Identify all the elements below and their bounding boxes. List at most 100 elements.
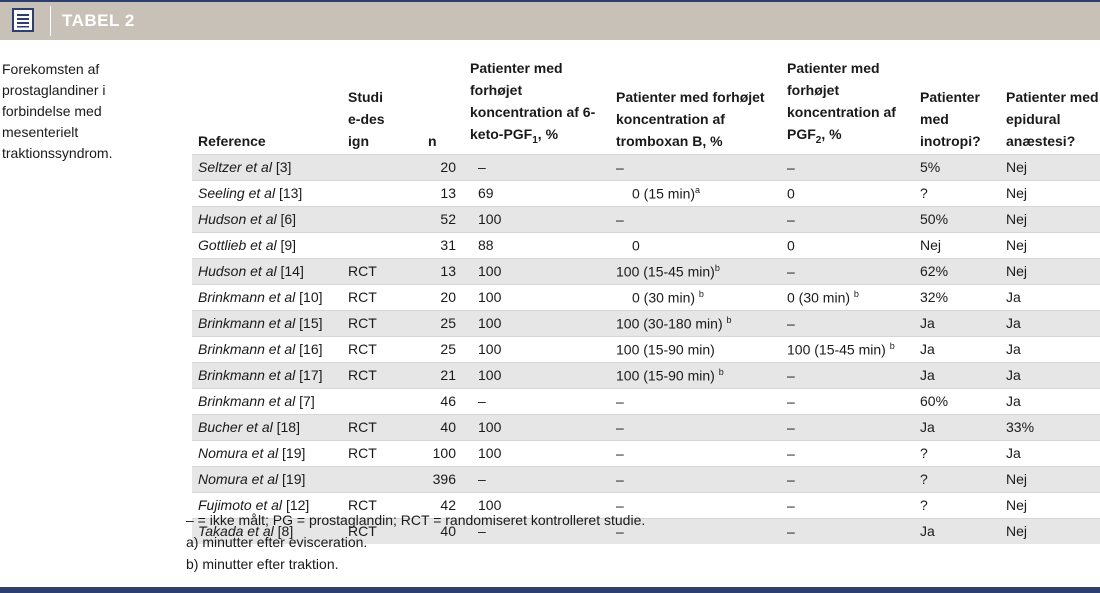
cell-tromboxan: 100 (15-45 min)b — [610, 257, 781, 285]
cell-epidural: 33% — [1000, 413, 1100, 441]
cell-pgf: – — [781, 387, 914, 415]
table-title: TABEL 2 — [62, 11, 135, 30]
cell-design: RCT — [342, 413, 398, 441]
cell-design: RCT — [342, 361, 398, 389]
tromboxan-value: 100 (15-90 min) — [616, 367, 719, 384]
table-row: Gottlieb et al [9] 31 88 0 0 Nej Nej — [192, 231, 1100, 259]
cell-design: RCT — [342, 491, 398, 519]
table-icon — [12, 8, 34, 32]
cell-n: 42 — [398, 491, 464, 519]
cell-tromboxan: 0 — [610, 231, 781, 259]
reference-authors: Nomura et al — [198, 445, 279, 462]
cell-epidural: Nej — [1000, 205, 1100, 233]
cell-keto: 100 — [464, 205, 610, 233]
reference-authors: Brinkmann et al — [198, 289, 296, 306]
pgf-value: – — [787, 419, 795, 436]
cell-tromboxan: 100 (30-180 min) b — [610, 309, 781, 337]
cell-inotropi: Ja — [914, 413, 1000, 441]
cell-inotropi: 62% — [914, 257, 1000, 285]
cell-tromboxan: – — [610, 465, 781, 493]
cell-epidural: Nej — [1000, 465, 1100, 493]
reference-authors: Fujimoto et al — [198, 497, 283, 514]
pgf-value: 0 (30 min) — [787, 289, 854, 306]
cell-inotropi: ? — [914, 179, 1000, 207]
cell-pgf: – — [781, 257, 914, 285]
cell-n: 13 — [398, 179, 464, 207]
cell-pgf: – — [781, 413, 914, 441]
reference-authors: Hudson et al — [198, 211, 277, 228]
col-pgf-sub: 2 — [815, 134, 822, 146]
cell-keto: 69 — [464, 179, 610, 207]
cell-inotropi: Ja — [914, 517, 1000, 544]
tromboxan-footnote: b — [718, 366, 724, 377]
reference-citation: [15] — [299, 315, 323, 332]
cell-design — [342, 231, 398, 259]
cell-pgf: 0 (30 min) b — [781, 283, 914, 311]
pgf-footnote: b — [853, 288, 859, 299]
tromboxan-value: 100 (15-90 min) — [616, 341, 715, 358]
cell-tromboxan: – — [610, 153, 781, 181]
cell-design: RCT — [342, 309, 398, 337]
cell-reference: Hudson et al [14] — [192, 257, 342, 285]
col-reference: Reference — [198, 132, 266, 149]
header-divider — [50, 6, 51, 36]
tromboxan-value: – — [616, 393, 624, 410]
cell-inotropi: Ja — [914, 309, 1000, 337]
cell-pgf: – — [781, 517, 914, 544]
cell-pgf: – — [781, 465, 914, 493]
col-pgf-label: Patienter med forhøjet koncentration af … — [787, 60, 896, 142]
cell-reference: Brinkmann et al [17] — [192, 361, 342, 389]
cell-n: 25 — [398, 309, 464, 337]
cell-n: 20 — [398, 283, 464, 311]
pgf-value: 100 (15-45 min) — [787, 341, 890, 358]
table-row: Brinkmann et al [16] RCT 25 100 100 (15-90 m… — [192, 335, 1100, 363]
pgf-value: – — [787, 393, 795, 410]
pgf-value: – — [787, 159, 795, 176]
reference-authors: Brinkmann et al — [198, 315, 296, 332]
cell-design — [342, 387, 398, 415]
cell-inotropi: Ja — [914, 361, 1000, 389]
tromboxan-footnote: b — [714, 262, 720, 273]
cell-pgf: – — [781, 491, 914, 519]
cell-pgf: – — [781, 153, 914, 181]
cell-keto: 100 — [464, 361, 610, 389]
reference-citation: [9] — [280, 237, 297, 254]
cell-keto: 100 — [464, 283, 610, 311]
cell-inotropi: ? — [914, 465, 1000, 493]
tromboxan-value: – — [616, 159, 624, 176]
cell-epidural: Nej — [1000, 491, 1100, 519]
cell-epidural: Nej — [1000, 257, 1100, 285]
cell-tromboxan: – — [610, 439, 781, 467]
reference-citation: [13] — [278, 185, 303, 202]
col-tromboxan: Patienter med forhøjet koncentration af … — [616, 88, 765, 149]
cell-epidural: Nej — [1000, 153, 1100, 181]
cell-n: 13 — [398, 257, 464, 285]
cell-pgf: – — [781, 205, 914, 233]
reference-authors: Brinkmann et al — [198, 367, 296, 384]
table-notes: – = ikke målt; PG = prostaglandin; RCT =… — [186, 509, 645, 575]
cell-n: 52 — [398, 205, 464, 233]
cell-n: 396 — [398, 465, 464, 493]
pgf-value: 0 — [787, 185, 795, 202]
cell-design — [342, 179, 398, 207]
cell-design: RCT — [342, 335, 398, 363]
pgf-value: – — [787, 497, 795, 514]
col-inotropi: Patienter med inotropi? — [920, 88, 981, 149]
cell-epidural: Ja — [1000, 361, 1100, 389]
table-row: Takada et al [8] RCT 40– – – Ja Nej — [192, 517, 1100, 544]
table-row: Nomura et al [19] RCT 100 100– –? Ja — [192, 439, 1100, 467]
reference-authors: Brinkmann et al — [198, 393, 296, 410]
tromboxan-value: – — [616, 471, 624, 488]
pgf-value: – — [787, 367, 795, 384]
tromboxan-footnote: a — [695, 184, 701, 195]
cell-tromboxan: 100 (15-90 min) b — [610, 361, 781, 389]
tromboxan-value: – — [616, 523, 624, 540]
tromboxan-value: 100 (15-45 min) — [616, 263, 715, 280]
reference-authors: Gottlieb et al — [198, 237, 277, 254]
cell-inotropi: 50% — [914, 205, 1000, 233]
cell-tromboxan: 0 (30 min) b — [610, 283, 781, 311]
table-row: Brinkmann et al [7] 46– – –60% Ja — [192, 387, 1100, 415]
col-keto-sub: 1 — [532, 134, 538, 146]
pgf-value: – — [787, 445, 795, 462]
col-epidural: Patienter med epidural anæstesi? — [1006, 88, 1099, 149]
